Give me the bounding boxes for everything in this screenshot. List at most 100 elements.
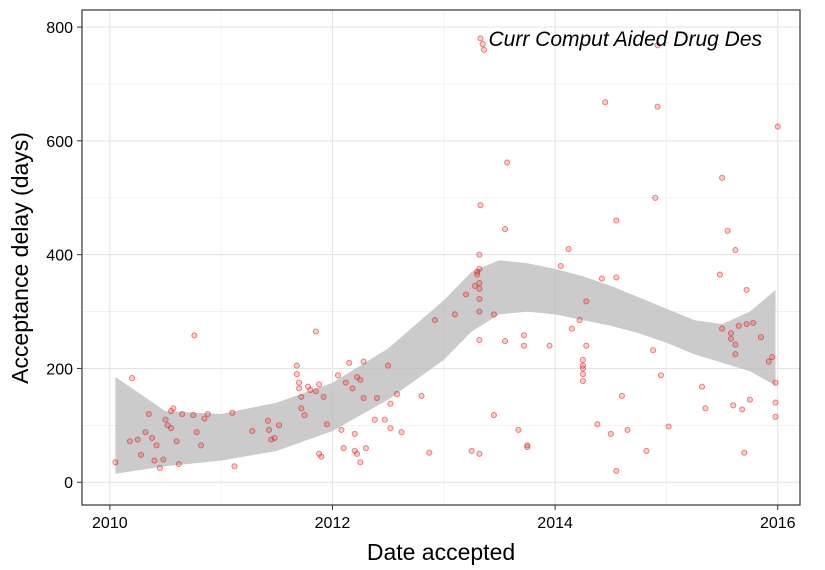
data-point xyxy=(576,317,583,324)
data-point xyxy=(346,359,353,366)
data-point xyxy=(162,416,169,423)
data-point xyxy=(702,405,709,412)
data-point xyxy=(594,421,601,428)
data-point xyxy=(657,372,664,379)
data-point xyxy=(746,396,753,403)
data-point xyxy=(431,317,438,324)
data-point xyxy=(772,379,779,386)
data-point xyxy=(490,311,497,318)
data-point xyxy=(296,379,303,386)
data-point xyxy=(381,416,388,423)
data-point xyxy=(198,442,205,449)
data-point xyxy=(727,335,735,342)
data-point xyxy=(231,463,238,470)
data-point xyxy=(468,447,475,454)
data-point xyxy=(741,449,748,456)
data-point xyxy=(387,400,394,407)
data-point xyxy=(602,99,609,106)
data-point xyxy=(476,265,483,272)
data-point xyxy=(170,405,177,412)
data-point xyxy=(490,412,497,419)
x-tick-label: 2012 xyxy=(315,515,351,532)
data-point xyxy=(479,41,486,48)
data-point xyxy=(153,442,160,449)
data-point xyxy=(652,194,659,201)
data-point xyxy=(129,375,136,382)
data-point xyxy=(613,217,620,224)
data-point xyxy=(264,417,271,424)
data-point xyxy=(719,174,726,181)
x-tick-label: 2010 xyxy=(92,515,128,532)
data-point xyxy=(229,409,236,416)
data-point xyxy=(476,280,483,287)
data-point xyxy=(654,42,661,49)
data-point xyxy=(156,464,163,472)
data-point xyxy=(665,423,672,430)
data-point xyxy=(772,399,779,406)
data-point xyxy=(579,377,586,385)
data-point xyxy=(501,226,509,233)
data-point xyxy=(735,322,742,329)
data-point xyxy=(387,425,394,432)
data-point xyxy=(351,430,358,437)
data-point xyxy=(134,436,141,443)
data-point xyxy=(451,311,458,318)
data-point xyxy=(476,450,483,457)
data-point xyxy=(142,429,149,436)
plot-border xyxy=(81,9,801,506)
data-point xyxy=(769,354,776,361)
data-point xyxy=(546,342,553,349)
data-point xyxy=(357,376,364,383)
data-point xyxy=(362,445,369,452)
data-point xyxy=(298,405,305,412)
data-point xyxy=(565,245,572,253)
data-point xyxy=(757,334,765,341)
data-point xyxy=(462,291,470,298)
data-point xyxy=(349,385,356,392)
data-point xyxy=(265,426,273,433)
data-point xyxy=(724,227,731,234)
data-point xyxy=(568,325,575,332)
data-point xyxy=(476,251,483,258)
y-tick-label: 0 xyxy=(64,475,73,492)
data-point xyxy=(520,332,527,339)
y-tick-label: 400 xyxy=(46,248,73,265)
data-point xyxy=(175,460,182,468)
data-point xyxy=(727,330,735,337)
data-point xyxy=(504,159,511,166)
data-point xyxy=(193,429,200,436)
data-point xyxy=(268,436,275,443)
data-point xyxy=(137,451,145,458)
data-point xyxy=(476,295,483,303)
data-point xyxy=(179,410,186,418)
data-point xyxy=(204,410,211,418)
data-point xyxy=(765,358,772,365)
confidence-band xyxy=(115,260,776,474)
data-points xyxy=(112,35,781,474)
data-point xyxy=(716,271,723,278)
data-point xyxy=(293,371,300,378)
y-axis-title: Acceptance delay (days) xyxy=(7,132,33,384)
data-point xyxy=(112,459,119,466)
data-point xyxy=(743,286,750,293)
data-point xyxy=(373,394,381,402)
data-point xyxy=(524,443,531,451)
data-point xyxy=(173,438,180,445)
data-point xyxy=(385,362,392,369)
data-point xyxy=(480,46,487,53)
data-point xyxy=(320,393,327,400)
data-point xyxy=(298,393,305,400)
journal-annotation: Curr Comput Aided Drug Des xyxy=(489,28,763,51)
data-point xyxy=(151,457,158,464)
data-point xyxy=(307,387,314,394)
data-point xyxy=(750,319,757,326)
data-point xyxy=(643,447,650,454)
data-point xyxy=(471,282,479,289)
data-point xyxy=(618,392,625,399)
data-point xyxy=(557,262,564,270)
data-point xyxy=(624,426,631,433)
data-point xyxy=(296,385,303,392)
x-tick-label: 2014 xyxy=(537,515,573,532)
data-point xyxy=(583,298,590,305)
